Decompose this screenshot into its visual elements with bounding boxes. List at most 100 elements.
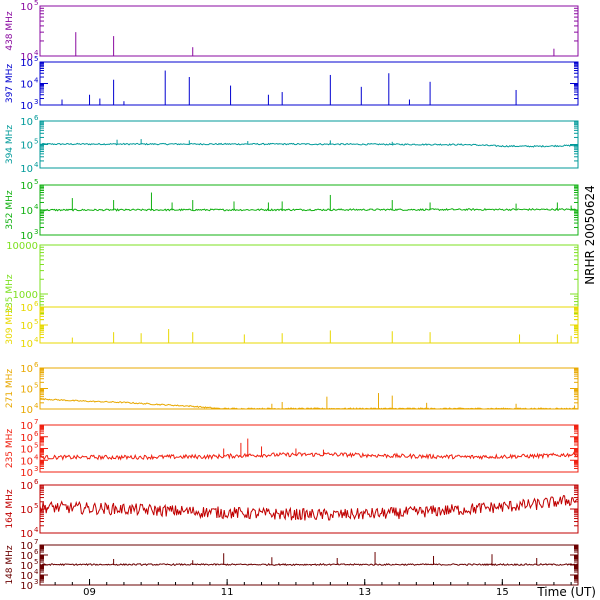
y-tick-label: 10 <box>20 505 33 516</box>
series-trace <box>39 563 578 567</box>
series-label: 271 MHz <box>5 369 15 409</box>
y-tick-label: 10 <box>20 541 33 552</box>
series-label: 309 MHz <box>5 305 15 345</box>
y-tick-label: 10 <box>20 581 33 592</box>
series-trace <box>39 494 579 521</box>
y-tick-exponent: 3 <box>34 228 38 236</box>
y-tick-exponent: 5 <box>34 502 38 510</box>
x-tick-label: 09 <box>83 587 96 598</box>
panel-frame <box>39 306 579 344</box>
y-tick-label: 10 <box>20 141 33 152</box>
y-tick-label: 10 <box>20 58 33 69</box>
y-tick-label: 10 <box>20 561 33 572</box>
series-label: 235 MHz <box>5 429 15 469</box>
station-date-label: NRHR 20050624 <box>583 185 597 285</box>
x-tick-label: 13 <box>358 587 371 598</box>
y-tick-exponent: 7 <box>34 418 38 426</box>
y-tick-exponent: 4 <box>34 49 39 57</box>
y-tick-exponent: 5 <box>34 558 38 566</box>
y-tick-exponent: 4 <box>34 336 39 344</box>
series-label: 352 MHz <box>5 190 15 230</box>
y-tick-label: 10 <box>20 468 33 479</box>
series-trace <box>39 142 579 148</box>
y-tick-label: 10 <box>20 445 33 456</box>
series-label: 335 MHz <box>5 274 15 314</box>
panel-frame <box>39 120 579 169</box>
y-tick-exponent: 6 <box>34 300 39 308</box>
y-tick-exponent: 3 <box>34 465 38 473</box>
y-tick-exponent: 5 <box>34 55 38 63</box>
y-tick-exponent: 6 <box>34 114 39 122</box>
y-tick-exponent: 4 <box>34 526 39 534</box>
y-tick-label: 10 <box>20 164 33 175</box>
y-tick-exponent: 5 <box>34 178 38 186</box>
y-tick-exponent: 6 <box>34 430 39 438</box>
series-label: 148 MHz <box>5 545 15 585</box>
x-tick-label: 15 <box>496 587 509 598</box>
y-tick-label: 10 <box>20 117 33 128</box>
y-tick-exponent: 4 <box>34 453 39 461</box>
y-tick-label: 10 <box>20 551 33 562</box>
y-tick-exponent: 4 <box>34 203 39 211</box>
panel-frame <box>39 244 579 344</box>
y-tick-exponent: 7 <box>34 538 38 546</box>
y-tick-exponent: 6 <box>34 478 39 486</box>
y-tick-exponent: 5 <box>34 138 38 146</box>
y-tick-exponent: 5 <box>34 318 38 326</box>
y-tick-exponent: 5 <box>34 442 38 450</box>
x-axis-title: Time (UT) <box>536 585 596 599</box>
panel-frame <box>39 424 579 473</box>
y-tick-exponent: 5 <box>34 0 38 7</box>
y-tick-label: 10 <box>20 52 33 63</box>
y-tick-label: 10 <box>20 571 33 582</box>
y-tick-label: 10 <box>20 231 33 242</box>
y-tick-label: 10 <box>20 339 33 350</box>
panel-frame <box>39 61 579 106</box>
y-tick-exponent: 4 <box>34 77 39 85</box>
y-tick-exponent: 6 <box>34 361 39 369</box>
y-tick-label: 10 <box>20 206 33 217</box>
y-tick-label: 10 <box>20 385 33 396</box>
y-tick-label: 1000 <box>13 290 38 301</box>
x-tick-label: 11 <box>221 587 234 598</box>
y-tick-label: 10 <box>20 321 33 332</box>
y-tick-label: 10 <box>20 80 33 91</box>
y-tick-label: 10 <box>20 303 33 314</box>
series-trace <box>39 207 578 212</box>
y-tick-label: 10 <box>20 181 33 192</box>
y-tick-label: 10 <box>20 421 33 432</box>
y-tick-label: 10 <box>20 364 33 375</box>
panel-frame <box>39 5 579 57</box>
y-tick-exponent: 3 <box>34 578 38 586</box>
y-tick-label: 10000 <box>6 241 38 252</box>
y-tick-label: 10 <box>20 529 33 540</box>
series-label: 394 MHz <box>5 125 15 165</box>
y-tick-label: 10 <box>20 433 33 444</box>
y-tick-exponent: 4 <box>34 568 39 576</box>
y-tick-exponent: 4 <box>34 402 39 410</box>
series-label: 164 MHz <box>5 489 15 529</box>
y-tick-label: 10 <box>20 2 33 13</box>
y-tick-label: 10 <box>20 405 33 416</box>
y-tick-exponent: 3 <box>34 98 38 106</box>
y-tick-label: 10 <box>20 481 33 492</box>
series-trace <box>39 397 579 410</box>
y-tick-label: 10 <box>20 456 33 467</box>
y-tick-label: 10 <box>20 101 33 112</box>
y-tick-exponent: 4 <box>34 161 39 169</box>
x-axis: 09 11 13 15 Time (UT) <box>54 579 596 599</box>
series-label: 397 MHz <box>5 64 15 104</box>
series-trace <box>39 451 579 461</box>
panel-frame <box>39 367 579 410</box>
